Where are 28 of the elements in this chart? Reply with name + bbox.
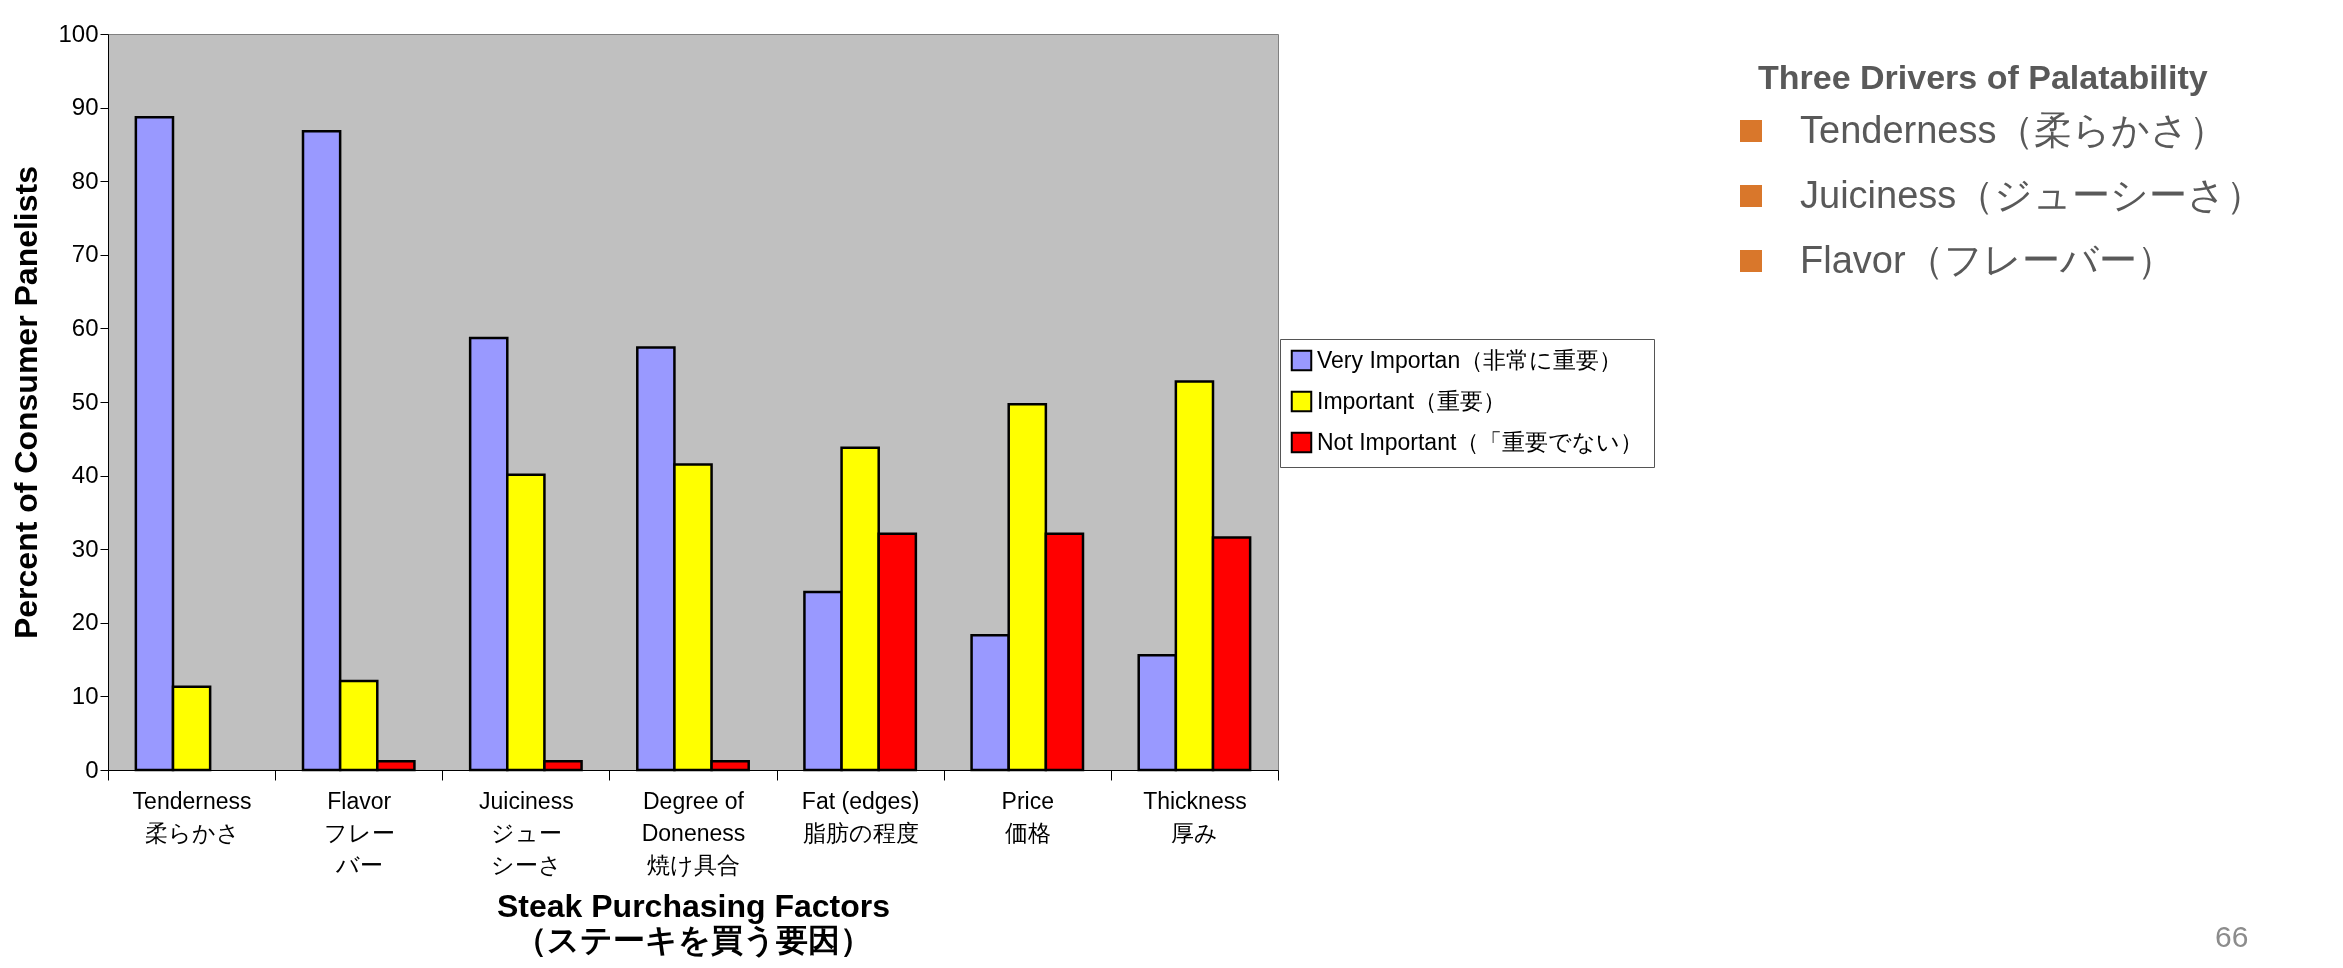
- y-tick-label: 40: [71, 461, 99, 489]
- y-tick-label: 90: [71, 93, 99, 121]
- x-axis-title: Steak Purchasing Factors （ステーキを買う要因）: [496, 887, 891, 958]
- y-axis-title: Percent of Consumer Panelists: [8, 165, 45, 640]
- x-tick-label: Fat (edges) 脂肪の程度: [801, 787, 920, 846]
- y-tick-label: 80: [71, 166, 99, 194]
- y-tick-label: 20: [71, 608, 99, 636]
- legend-label: Important（重要）: [1317, 387, 1507, 414]
- y-tick-label: 60: [71, 313, 99, 341]
- x-tick-label: Thickness 厚み: [1143, 787, 1247, 846]
- y-tick-label: 0: [85, 755, 99, 783]
- text: Three Drivers of Palatability: [1758, 58, 2209, 97]
- text: Tenderness（柔らかさ）: [1800, 108, 2228, 153]
- x-tick-label: Degree of Doneness 焼け具合: [641, 787, 746, 878]
- y-tick-label: 100: [58, 19, 99, 47]
- text: Juiciness（ジューシーさ）: [1800, 173, 2265, 218]
- legend-label: Very Importan（非常に重要）: [1317, 346, 1623, 373]
- x-tick-label: Tenderness 柔らかさ: [132, 787, 252, 846]
- x-tick-label: Flavor フレーバー: [323, 787, 395, 878]
- y-tick-label: 10: [71, 681, 99, 709]
- text: 66: [2215, 920, 2249, 954]
- legend-label: Not Important（「重要でない）: [1317, 428, 1644, 455]
- y-tick-label: 50: [71, 387, 99, 415]
- text: Flavor（フレーバー）: [1800, 238, 2175, 283]
- y-tick-label: 70: [71, 240, 99, 268]
- y-tick-label: 30: [71, 534, 99, 562]
- x-tick-label: Price 価格: [1001, 787, 1054, 846]
- x-tick-label: Juiciness ジューシーさ: [479, 787, 574, 878]
